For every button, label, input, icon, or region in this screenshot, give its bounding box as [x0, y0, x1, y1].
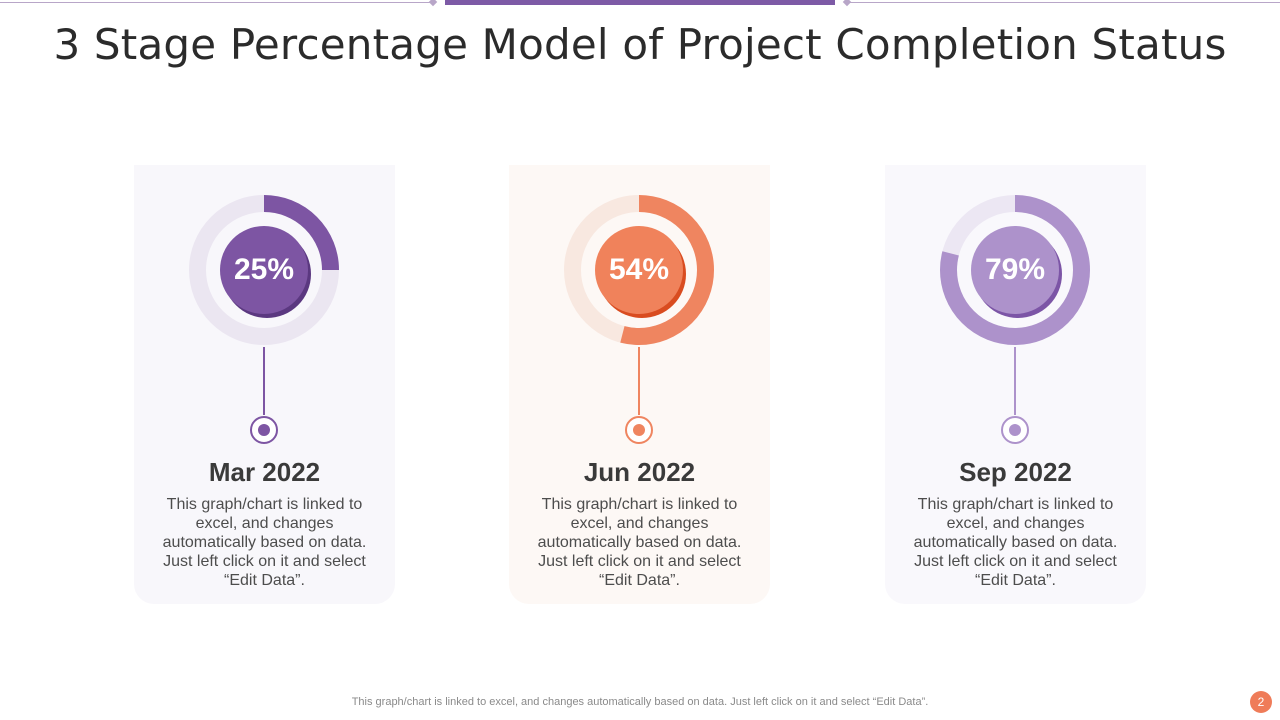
page-title: 3 Stage Percentage Model of Project Comp… [53, 20, 1227, 69]
donut-progress-arc [940, 195, 1090, 345]
stage-card-2: 54% Jun 2022 This graph/chart is linked … [509, 165, 770, 604]
header-diamond-right [842, 0, 852, 7]
stage-card-1: 25% Mar 2022 This graph/chart is linked … [134, 165, 395, 604]
stage-description: This graph/chart is linked to excel, and… [913, 496, 1118, 589]
donut-center [220, 226, 308, 314]
timeline-dot [250, 416, 278, 444]
timeline-dot [1001, 416, 1029, 444]
stage-date: Sep 2022 [959, 457, 1072, 487]
header-rule-left [0, 2, 430, 3]
header-accent-bar [445, 0, 835, 5]
donut-chart[interactable] [940, 195, 1090, 345]
stage-date: Mar 2022 [208, 457, 321, 487]
connector-line [638, 347, 640, 415]
stage-date: Jun 2022 [583, 457, 696, 487]
header-rule-right [850, 2, 1280, 3]
stage-description: This graph/chart is linked to excel, and… [537, 496, 742, 589]
timeline-dot [625, 416, 653, 444]
donut-chart[interactable] [189, 195, 339, 345]
footer-note: This graph/chart is linked to excel, and… [351, 696, 929, 708]
donut-center [595, 226, 683, 314]
dot-inner [633, 424, 645, 436]
dot-inner [258, 424, 270, 436]
donut-center [971, 226, 1059, 314]
connector-line [263, 347, 265, 415]
donut-chart[interactable] [564, 195, 714, 345]
header-diamond-left [428, 0, 438, 7]
donut-progress-arc [189, 195, 339, 345]
stage-description: This graph/chart is linked to excel, and… [162, 496, 367, 589]
dot-inner [1009, 424, 1021, 436]
page-number-badge: 2 [1250, 691, 1272, 713]
stage-card-3: 79% Sep 2022 This graph/chart is linked … [885, 165, 1146, 604]
donut-progress-arc [564, 195, 714, 345]
connector-line [1014, 347, 1016, 415]
